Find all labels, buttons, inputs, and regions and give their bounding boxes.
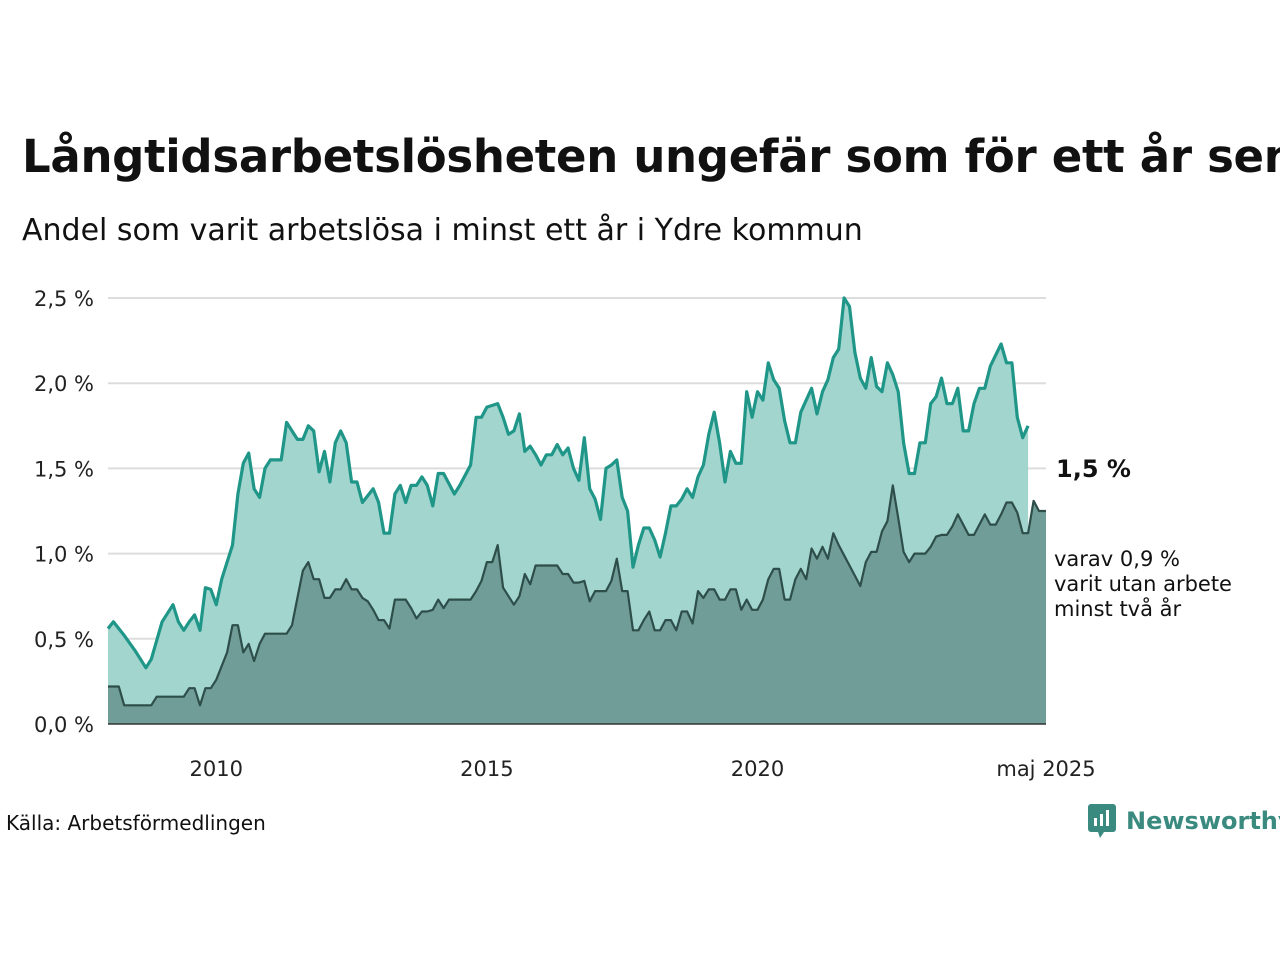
y-tick-label: 0,0 % [34, 713, 94, 737]
x-tick-label: 2015 [460, 757, 513, 781]
series-area-long-term [108, 485, 1046, 724]
end-label-total: 1,5 % [1056, 455, 1131, 483]
source-note: Källa: Arbetsförmedlingen [6, 811, 266, 835]
series-line-long-term [108, 484, 1046, 707]
newsworthy-brand[interactable]: Newsworthy [1088, 804, 1280, 838]
end-label-long-line-3: minst två år [1054, 596, 1182, 621]
y-tick-label: 0,5 % [34, 628, 94, 652]
end-label-long-line-2: varit utan arbete [1054, 572, 1232, 596]
series-line-total [106, 296, 1030, 670]
y-tick-label: 1,0 % [34, 543, 94, 567]
x-tick-label: 2020 [731, 757, 784, 781]
end-label-long-line-1: varav 0,9 % [1054, 547, 1180, 571]
chart-subtitle: Andel som varit arbetslösa i minst ett å… [22, 213, 863, 248]
chart-title: Långtidsarbetslösheten ungefär som för e… [22, 130, 1280, 183]
y-axis-ticks: 0,0 % 0,5 % 1,0 % 1,5 % 2,0 % 2,5 % [34, 287, 94, 737]
x-tick-label: 2010 [190, 757, 243, 781]
newsworthy-logo-icon [1088, 804, 1116, 838]
brand-name: Newsworthy [1126, 807, 1280, 835]
y-tick-label: 2,0 % [34, 372, 94, 396]
x-tick-label: maj 2025 [996, 757, 1095, 781]
y-tick-label: 1,5 % [34, 457, 94, 481]
data-areas [106, 296, 1046, 724]
y-tick-label: 2,5 % [34, 287, 94, 311]
x-axis-ticks: 2010 2015 2020 maj 2025 [190, 757, 1096, 781]
